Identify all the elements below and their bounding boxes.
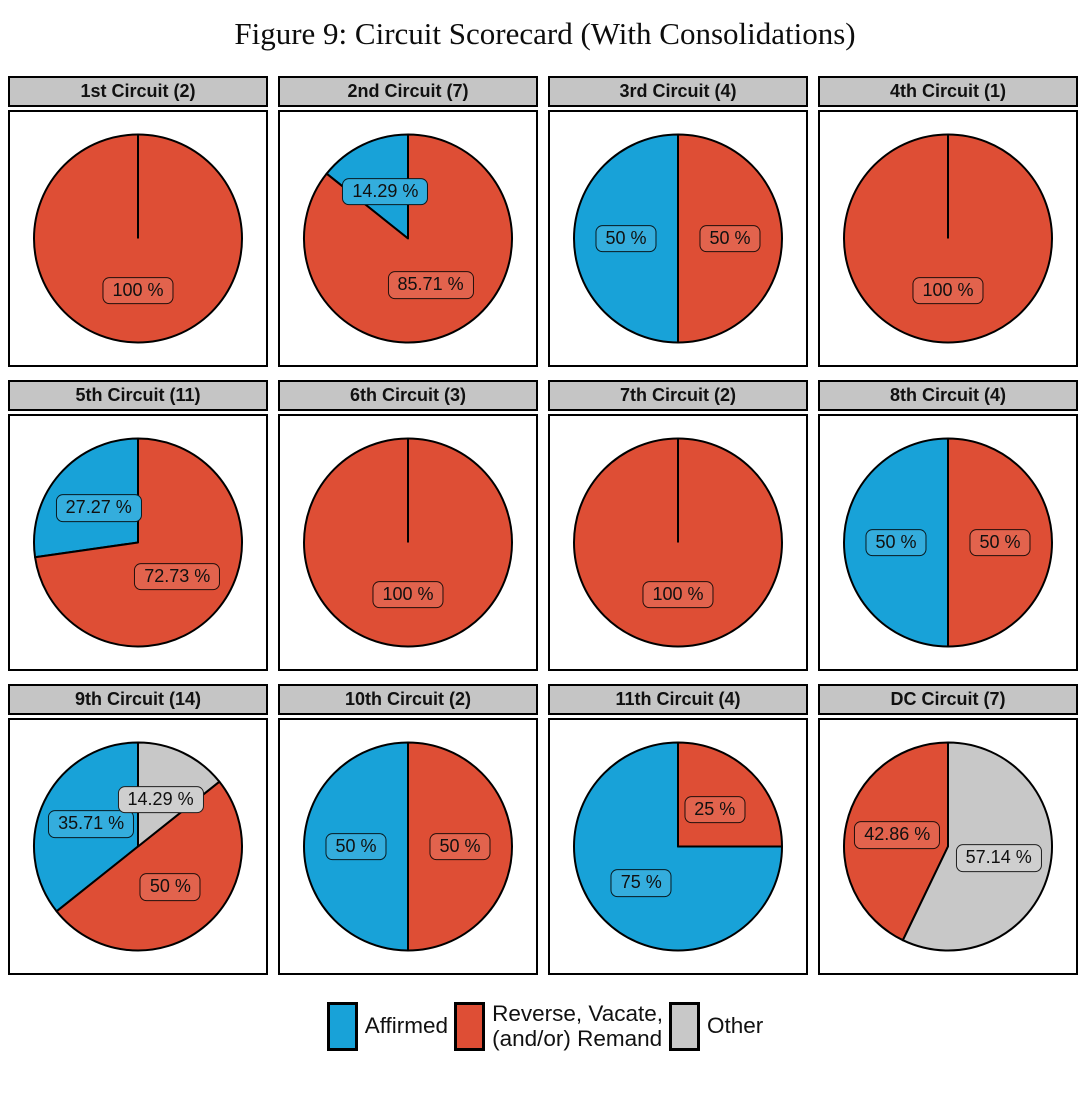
circuit-panel: 3rd Circuit (4) 50 % 50 % bbox=[548, 76, 808, 367]
panel-title: 6th Circuit (3) bbox=[278, 380, 538, 411]
pie-svg bbox=[303, 133, 513, 344]
slice-label: 50 % bbox=[325, 832, 387, 861]
pie-svg bbox=[843, 437, 1053, 648]
legend-item-reverse: Reverse, Vacate, (and/or) Remand bbox=[454, 1001, 663, 1052]
panel-title: 3rd Circuit (4) bbox=[548, 76, 808, 107]
slice-label: 50 % bbox=[595, 224, 657, 253]
pie-svg bbox=[573, 437, 783, 648]
panel-title: 1st Circuit (2) bbox=[8, 76, 268, 107]
slice-label: 50 % bbox=[699, 224, 761, 253]
slice-label: 14.29 % bbox=[117, 785, 204, 814]
slice-label: 42.86 % bbox=[854, 821, 941, 849]
circuit-panel: 4th Circuit (1) 100 % bbox=[818, 76, 1078, 367]
panel-title: 5th Circuit (11) bbox=[8, 380, 268, 411]
pie-chart: 50 % 50 % bbox=[548, 110, 808, 367]
panel-title: 11th Circuit (4) bbox=[548, 684, 808, 715]
pie-svg bbox=[33, 741, 243, 952]
slice-label: 72.73 % bbox=[134, 562, 221, 591]
pie-chart: 100 % bbox=[278, 414, 538, 671]
pie-svg bbox=[33, 437, 243, 648]
slice-label: 50 % bbox=[139, 873, 201, 901]
slice-label: 57.14 % bbox=[955, 844, 1042, 872]
legend-item-affirmed: Affirmed bbox=[326, 1002, 449, 1052]
circuit-panel: 7th Circuit (2) 100 % bbox=[548, 380, 808, 671]
slice-label: 100 % bbox=[372, 580, 444, 609]
circuit-panel: 2nd Circuit (7) 14.29 % 85.71 % bbox=[278, 76, 538, 367]
figure-title: Figure 9: Circuit Scorecard (With Consol… bbox=[234, 16, 856, 51]
circuit-panel: 1st Circuit (2) 100 % bbox=[8, 76, 268, 367]
pie-panel-grid: 1st Circuit (2) 100 % 2nd Circuit (7) 14… bbox=[0, 76, 1090, 975]
legend-item-other: Other bbox=[669, 1002, 764, 1052]
pie-svg bbox=[573, 133, 783, 344]
legend-swatch-affirmed bbox=[326, 1002, 358, 1052]
pie-chart: 100 % bbox=[8, 110, 268, 367]
pie-chart: 14.29 % 85.71 % bbox=[278, 110, 538, 367]
legend-label-reverse: Reverse, Vacate, (and/or) Remand bbox=[492, 1001, 663, 1051]
pie-chart: 35.71 % 50 % 14.29 % bbox=[8, 718, 268, 975]
panel-title: 4th Circuit (1) bbox=[818, 76, 1078, 107]
pie-slice-reverse bbox=[34, 437, 243, 648]
legend-label-affirmed: Affirmed bbox=[364, 1013, 449, 1039]
slice-label: 75 % bbox=[610, 869, 672, 898]
panel-title: 2nd Circuit (7) bbox=[278, 76, 538, 107]
pie-svg bbox=[33, 133, 243, 344]
pie-chart: 100 % bbox=[548, 414, 808, 671]
slice-label: 35.71 % bbox=[48, 810, 135, 838]
slice-label: 85.71 % bbox=[387, 271, 474, 300]
slice-label: 100 % bbox=[912, 276, 984, 305]
slice-label: 14.29 % bbox=[342, 177, 429, 206]
panel-title: 8th Circuit (4) bbox=[818, 380, 1078, 411]
circuit-panel: 5th Circuit (11) 27.27 % 72.73 % bbox=[8, 380, 268, 671]
legend: Affirmed Reverse, Vacate, (and/or) Remand… bbox=[0, 1001, 1090, 1052]
slice-label: 50 % bbox=[865, 528, 927, 557]
circuit-panel: 8th Circuit (4) 50 % 50 % bbox=[818, 380, 1078, 671]
panel-title: 10th Circuit (2) bbox=[278, 684, 538, 715]
legend-label-other: Other bbox=[707, 1013, 764, 1039]
slice-label: 50 % bbox=[969, 528, 1031, 557]
circuit-panel: 6th Circuit (3) 100 % bbox=[278, 380, 538, 671]
panel-title: DC Circuit (7) bbox=[818, 684, 1078, 715]
legend-swatch-other bbox=[669, 1002, 700, 1052]
pie-chart: 100 % bbox=[818, 110, 1078, 367]
pie-chart: 50 % 50 % bbox=[278, 718, 538, 975]
slice-label: 100 % bbox=[642, 580, 714, 609]
slice-label: 50 % bbox=[429, 832, 491, 861]
pie-chart: 42.86 % 57.14 % bbox=[818, 718, 1078, 975]
pie-svg bbox=[303, 437, 513, 648]
slice-label: 25 % bbox=[684, 795, 746, 824]
pie-svg bbox=[843, 133, 1053, 344]
pie-chart: 27.27 % 72.73 % bbox=[8, 414, 268, 671]
pie-slice-reverse bbox=[677, 741, 783, 848]
panel-title: 7th Circuit (2) bbox=[548, 380, 808, 411]
slice-label: 27.27 % bbox=[55, 494, 142, 523]
legend-swatch-reverse bbox=[454, 1002, 486, 1052]
pie-svg bbox=[303, 741, 513, 952]
slice-label: 100 % bbox=[102, 276, 174, 305]
pie-slice-affirmed bbox=[573, 741, 783, 952]
pie-svg bbox=[573, 741, 783, 952]
circuit-panel: 10th Circuit (2) 50 % 50 % bbox=[278, 684, 538, 975]
pie-chart: 50 % 50 % bbox=[818, 414, 1078, 671]
circuit-panel: 9th Circuit (14) 35.71 % 50 % 14.29 % bbox=[8, 684, 268, 975]
circuit-panel: 11th Circuit (4) 75 % 25 % bbox=[548, 684, 808, 975]
circuit-panel: DC Circuit (7) 42.86 % 57.14 % bbox=[818, 684, 1078, 975]
pie-chart: 75 % 25 % bbox=[548, 718, 808, 975]
pie-slice-reverse bbox=[55, 780, 243, 952]
panel-title: 9th Circuit (14) bbox=[8, 684, 268, 715]
